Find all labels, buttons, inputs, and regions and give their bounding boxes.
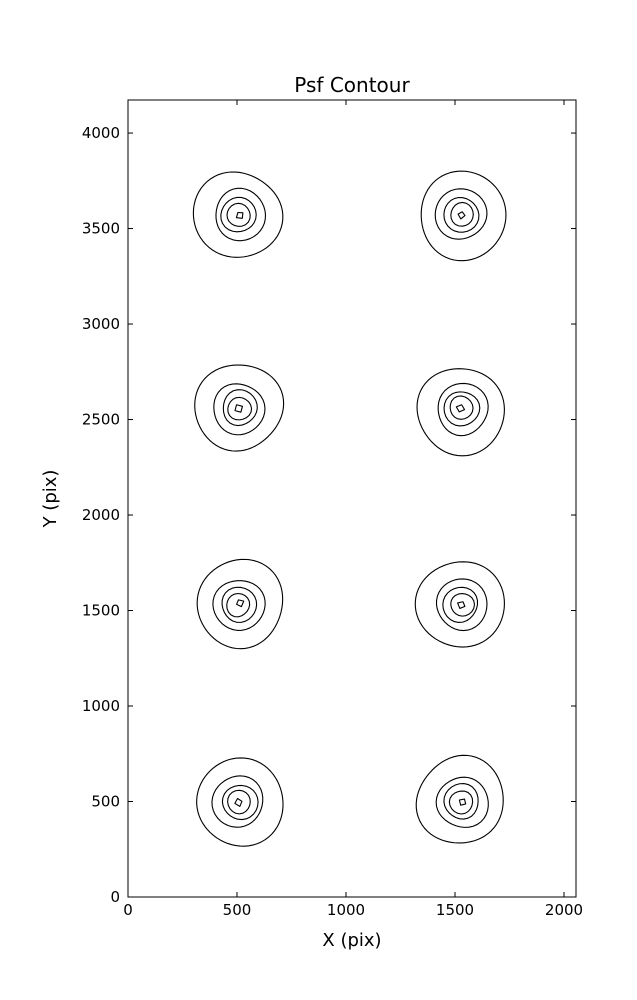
- psf-contour-ring: [416, 368, 505, 457]
- x-tick-label: 2000: [545, 901, 583, 919]
- y-tick-label: 3500: [82, 220, 120, 238]
- psf-contour-core: [457, 601, 466, 609]
- chart-title: Psf Contour: [294, 73, 410, 97]
- psf-contour-ring: [450, 593, 476, 617]
- y-axis-label: Y (pix): [40, 470, 61, 529]
- y-tick-label: 1500: [82, 602, 120, 620]
- psf-contour-spot: [196, 757, 284, 847]
- psf-contour-core: [458, 798, 467, 806]
- y-tick-label: 2500: [82, 411, 120, 429]
- psf-contour-ring: [192, 171, 284, 258]
- psf-contour-ring: [220, 196, 257, 233]
- psf-contour-core: [455, 404, 466, 413]
- psf-contour-ring: [227, 396, 253, 421]
- psf-contour-core: [234, 404, 244, 413]
- y-tick-label: 4000: [82, 124, 120, 142]
- psf-contour-core: [236, 599, 245, 608]
- psf-contour-core: [457, 211, 466, 220]
- psf-contour-ring: [420, 170, 507, 262]
- psf-contour-ring: [215, 187, 267, 242]
- y-tick-label: 2000: [82, 506, 120, 524]
- x-tick-label: 1500: [436, 901, 474, 919]
- psf-contour-spot: [194, 364, 285, 452]
- psf-contour-spot: [196, 558, 284, 650]
- psf-contour-spot: [192, 171, 284, 258]
- psf-contour-ring: [212, 580, 266, 631]
- psf-contour-ring: [434, 188, 488, 240]
- y-tick-label: 0: [110, 888, 120, 906]
- y-tick-label: 500: [91, 793, 120, 811]
- psf-contour-ring: [226, 202, 251, 227]
- psf-contour-ring: [213, 383, 266, 436]
- psf-contour-spot: [415, 754, 504, 844]
- psf-contour-ring: [450, 201, 474, 227]
- y-tick-label: 1000: [82, 697, 120, 715]
- psf-contour-ring: [443, 196, 480, 233]
- psf-contour-ring: [196, 757, 284, 847]
- x-tick-label: 0: [123, 901, 133, 919]
- psf-contour-ring: [414, 561, 505, 648]
- plot-border: [127, 99, 577, 898]
- psf-contour-ring: [227, 789, 251, 815]
- x-axis-label: X (pix): [322, 930, 381, 951]
- psf-contour-ring: [194, 364, 285, 452]
- psf-contour-ring: [226, 592, 251, 618]
- psf-contour-ring: [443, 391, 481, 427]
- psf-contour-ring: [449, 395, 474, 420]
- psf-contour-spot: [416, 368, 505, 457]
- psf-contour-ring: [435, 578, 488, 632]
- psf-contour-ring: [442, 586, 479, 624]
- psf-contour-ring: [221, 586, 258, 623]
- psf-contour-ring: [443, 782, 479, 820]
- psf-contour-core: [234, 797, 243, 807]
- psf-contour-ring: [221, 784, 259, 821]
- psf-contour-ring: [222, 389, 258, 427]
- psf-contour-spot: [414, 561, 505, 648]
- y-tick-label: 3000: [82, 315, 120, 333]
- psf-contour-spot: [420, 170, 507, 262]
- psf-contour-ring: [435, 776, 489, 828]
- psf-contour-ring: [415, 754, 504, 844]
- psf-contour-ring: [196, 558, 284, 650]
- psf-contour-core: [235, 211, 244, 219]
- x-tick-label: 1000: [327, 901, 365, 919]
- psf-contour-ring: [437, 382, 489, 437]
- x-tick-label: 500: [223, 901, 252, 919]
- psf-contour-ring: [448, 790, 474, 815]
- psf-contour-ring: [211, 775, 264, 828]
